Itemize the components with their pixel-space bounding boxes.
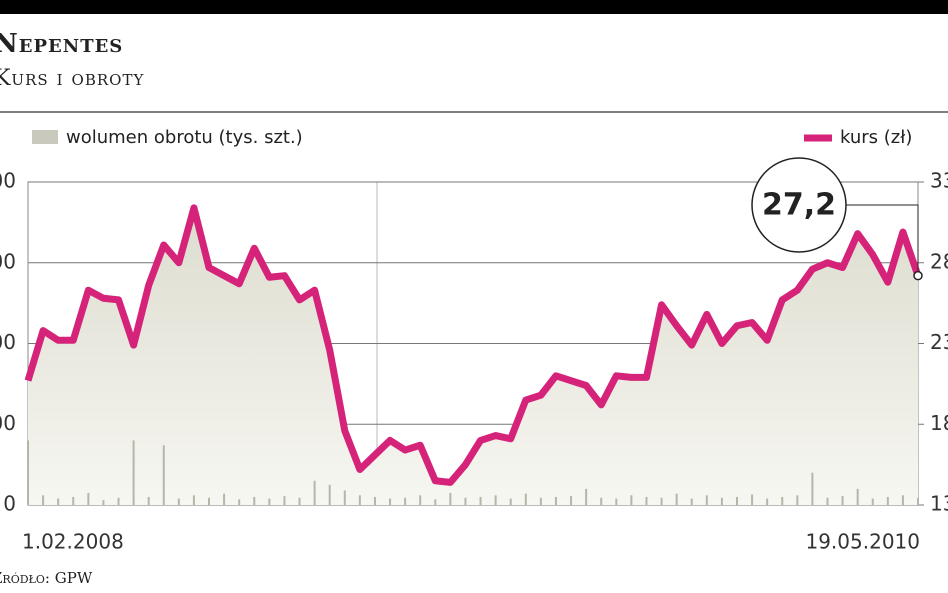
volume-bar bbox=[917, 497, 919, 505]
y-tick-label: 300 bbox=[0, 249, 16, 273]
volume-bar bbox=[690, 498, 693, 505]
volume-bar bbox=[811, 472, 814, 505]
volume-bar bbox=[494, 495, 497, 505]
volume-bar bbox=[856, 488, 859, 505]
x-tick-label: 1.02.2008 bbox=[22, 530, 124, 554]
volume-bar bbox=[162, 445, 165, 505]
volume-bar bbox=[796, 495, 799, 505]
y-tick-label: 0 bbox=[3, 492, 16, 516]
volume-bar bbox=[27, 440, 29, 505]
y2-tick-label: 28 bbox=[930, 249, 948, 273]
volume-bar bbox=[208, 497, 211, 505]
volume-bar bbox=[238, 499, 241, 505]
volume-bar bbox=[328, 484, 331, 505]
volume-bar bbox=[419, 495, 422, 505]
volume-bar bbox=[554, 496, 557, 505]
x-tick-label: 19.05.2010 bbox=[805, 530, 920, 554]
chart-title: Nepentes bbox=[0, 29, 123, 59]
legend-swatch bbox=[32, 130, 58, 144]
volume-bar bbox=[766, 498, 769, 505]
volume-bar bbox=[42, 495, 45, 505]
volume-bar bbox=[132, 440, 135, 505]
volume-bar bbox=[781, 496, 784, 505]
volume-bar bbox=[223, 493, 226, 505]
kurs-line bbox=[24, 204, 922, 486]
volume-bar bbox=[298, 497, 301, 505]
source: Źródło: GPW bbox=[0, 569, 93, 587]
volume-bar bbox=[751, 494, 754, 505]
y-tick-label: 100 bbox=[0, 411, 16, 435]
volume-bar bbox=[826, 497, 829, 505]
volume-bar bbox=[901, 495, 904, 505]
last-point bbox=[913, 270, 923, 281]
volume-bar bbox=[660, 497, 663, 505]
volume-bar bbox=[630, 495, 633, 505]
volume-bar bbox=[539, 497, 542, 505]
volume-bar bbox=[313, 480, 316, 505]
volume-bar bbox=[268, 498, 271, 505]
volume-bar bbox=[389, 498, 392, 505]
volume-bar bbox=[841, 496, 844, 505]
volume-bar bbox=[72, 496, 75, 505]
volume-bar bbox=[253, 496, 256, 505]
volume-bar bbox=[283, 496, 286, 505]
volume-bar bbox=[87, 492, 90, 505]
annotation-leader bbox=[846, 204, 919, 271]
volume-bar bbox=[886, 496, 889, 505]
volume-bar bbox=[434, 499, 437, 505]
volume-bar bbox=[102, 500, 105, 505]
volume-bar bbox=[57, 498, 60, 505]
volume-bar bbox=[735, 496, 738, 505]
volume-bar bbox=[479, 496, 482, 505]
volume-bar bbox=[570, 496, 573, 505]
y-tick-label: 200 bbox=[0, 330, 16, 354]
volume-bar bbox=[705, 495, 708, 505]
volume-bar bbox=[177, 498, 180, 505]
volume-bar bbox=[358, 495, 361, 505]
volume-bar bbox=[147, 496, 150, 505]
volume-bar bbox=[675, 493, 678, 505]
chart-subtitle: Kurs i obroty bbox=[0, 66, 144, 91]
volume-bar bbox=[600, 497, 603, 505]
kurs-area bbox=[28, 207, 918, 505]
volume-bar bbox=[464, 497, 467, 505]
volume-bar bbox=[645, 496, 648, 505]
legend-label: wolumen obrotu (tys. szt.) bbox=[66, 127, 303, 148]
y2-tick-label: 33 bbox=[930, 169, 948, 193]
annotation-bubble bbox=[751, 157, 847, 253]
top-band bbox=[0, 0, 948, 14]
volume-bar bbox=[192, 495, 195, 505]
y2-tick-label: 23 bbox=[930, 330, 948, 354]
volume-bar bbox=[404, 497, 407, 505]
volume-bar bbox=[343, 490, 346, 505]
volume-bar bbox=[615, 498, 618, 505]
volume-bar bbox=[449, 492, 452, 505]
y2-tick-label: 13 bbox=[930, 492, 948, 516]
volume-bar bbox=[524, 493, 527, 505]
volume-bar bbox=[509, 498, 512, 505]
volume-bar bbox=[871, 498, 874, 505]
volume-bar bbox=[585, 488, 588, 505]
legend-label: kurs (zł) bbox=[840, 127, 912, 148]
volume-bar bbox=[720, 497, 723, 505]
annotation: 27,2 bbox=[762, 188, 836, 223]
y2-tick-label: 18 bbox=[930, 411, 948, 435]
volume-bar bbox=[373, 496, 376, 505]
y-tick-label: 400 bbox=[0, 169, 16, 193]
volume-bar bbox=[117, 497, 120, 505]
